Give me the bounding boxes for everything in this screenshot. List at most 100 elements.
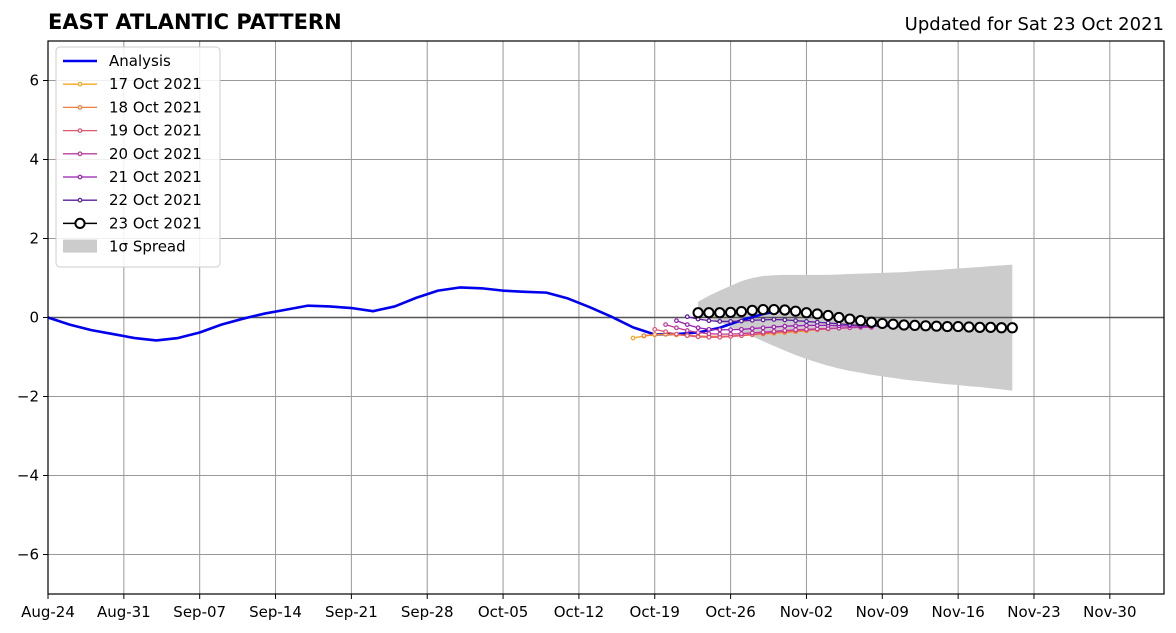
forecast-point (771, 328, 777, 334)
forecast-point (652, 332, 658, 337)
legend-label: 17 Oct 2021 (109, 75, 202, 93)
chart-title: EAST ATLANTIC PATTERN (48, 10, 342, 34)
x-tick-label: Nov-16 (931, 603, 984, 621)
legend-box (55, 46, 221, 268)
current-forecast-point (876, 317, 888, 330)
forecast-point (641, 333, 647, 339)
forecast-point (749, 330, 755, 336)
forecast-point (739, 318, 744, 324)
forecast-point (771, 324, 777, 330)
legend-swatch-marker (77, 197, 83, 203)
current-forecast-point (930, 320, 943, 332)
x-tick-label: Sep-07 (173, 603, 226, 621)
legend-label: Analysis (109, 52, 171, 70)
forecast-point (630, 335, 636, 341)
legend-swatch-marker (74, 217, 86, 229)
forecast-line (687, 316, 915, 329)
current-forecast-point (703, 307, 715, 319)
forecast-point (804, 319, 809, 324)
current-forecast-point (1006, 322, 1018, 334)
x-tick-label: Sep-28 (401, 603, 454, 621)
y-tick-label: 4 (29, 151, 39, 169)
y-tick-label: −6 (17, 546, 39, 564)
x-tick-label: Nov-23 (1007, 603, 1060, 621)
analysis-line (47, 286, 796, 342)
forecast-point (793, 327, 799, 333)
forecast-point (771, 317, 777, 322)
legend-swatch-marker (77, 174, 83, 180)
y-tick-label: −2 (17, 388, 39, 406)
current-forecast-point (974, 321, 986, 333)
y-tick-label: 6 (29, 72, 39, 90)
forecast-point (749, 326, 755, 331)
current-forecast-point (779, 304, 791, 316)
current-forecast-point (963, 321, 975, 333)
x-tick-label: Sep-14 (249, 603, 302, 621)
current-forecast-point (985, 321, 997, 333)
x-tick-label: Oct-05 (478, 603, 528, 621)
forecast-point (684, 322, 690, 328)
forecast-point (793, 318, 799, 324)
forecast-point (684, 333, 690, 339)
forecast-point (749, 317, 755, 323)
forecast-point (760, 325, 766, 331)
forecast-point (739, 326, 744, 332)
current-forecast-point (898, 319, 910, 331)
x-tick-label: Nov-30 (1083, 603, 1136, 621)
legend-label: 20 Oct 2021 (109, 145, 202, 163)
current-forecast-point (746, 304, 758, 316)
current-forecast-point (725, 306, 737, 318)
legend-label: 1σ Spread (109, 238, 186, 256)
legend-swatch-spread (63, 239, 97, 253)
forecast-point (695, 325, 701, 331)
current-forecast-point (952, 320, 964, 333)
forecast-point (728, 327, 734, 333)
current-forecast-point (865, 316, 878, 328)
forecast-point (814, 319, 820, 325)
forecast-point (782, 328, 788, 333)
legend-swatch-marker (77, 81, 83, 87)
current-forecast-point (833, 311, 845, 324)
forecast-point (793, 323, 799, 329)
current-forecast-point (735, 305, 748, 318)
forecast-point (674, 325, 679, 331)
forecast-point (728, 331, 734, 337)
legend-swatch-marker (77, 151, 83, 157)
forecast-point (782, 317, 788, 323)
x-tick-label: Sep-21 (325, 603, 378, 621)
forecast-point (663, 322, 668, 328)
forecast-point (804, 323, 809, 328)
y-tick-label: −4 (17, 467, 39, 485)
forecast-point (663, 329, 668, 335)
x-tick-label: Aug-24 (21, 603, 75, 621)
current-forecast-point (692, 307, 704, 319)
legend: Analysis 17 Oct 2021 18 Oct 2021 19 Oct 202… (55, 46, 221, 268)
legend-label: 23 Oct 2021 (109, 214, 202, 232)
current-forecast-point (941, 320, 953, 333)
current-forecast-point (811, 308, 823, 320)
legend-swatch-marker (77, 128, 83, 134)
chart-subtitle: Updated for Sat 23 Oct 2021 (905, 14, 1164, 35)
current-forecast-point (844, 313, 856, 325)
forecast-point (760, 329, 766, 335)
x-tick-label: Nov-09 (856, 603, 909, 621)
legend-label: 21 Oct 2021 (109, 168, 202, 186)
x-tick-label: Aug-31 (97, 603, 151, 621)
forecast-point (652, 326, 658, 332)
forecast-point (706, 318, 712, 324)
x-tick-label: Oct-12 (554, 603, 604, 621)
legend-label: 22 Oct 2021 (109, 191, 202, 209)
y-tick-label: 0 (29, 309, 39, 327)
forecast-point (684, 314, 690, 320)
current-forecast-point (714, 307, 726, 319)
current-forecast-point (790, 305, 802, 317)
forecast-point (760, 317, 766, 323)
forecast-point (684, 328, 690, 333)
forecast-point (674, 331, 679, 337)
current-forecast-point (800, 307, 813, 319)
forecast-point (695, 334, 701, 340)
legend-label: 19 Oct 2021 (109, 122, 202, 140)
forecast-point (717, 331, 723, 337)
